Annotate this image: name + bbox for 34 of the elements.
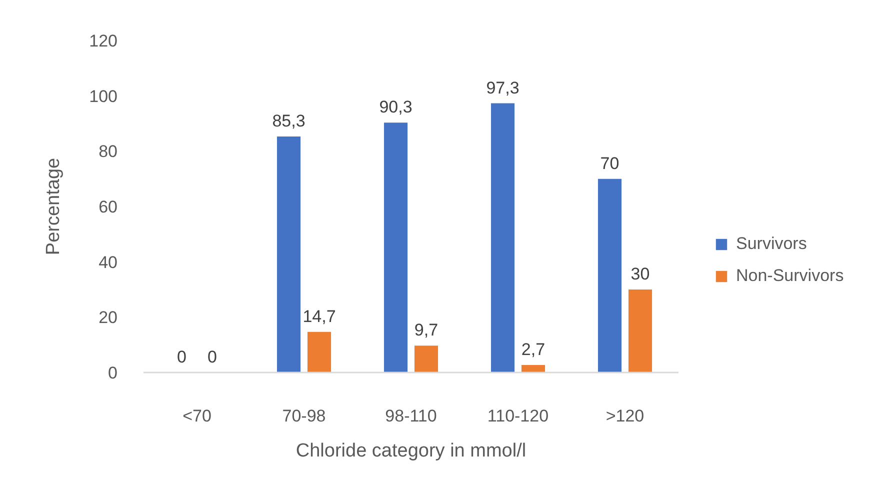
y-tick-label: 120 (89, 32, 118, 50)
data-label: 0 (208, 348, 217, 366)
data-label: 97,3 (486, 78, 520, 98)
y-tick-label: 20 (98, 308, 118, 328)
bar (521, 365, 546, 372)
y-tick-label: 80 (98, 142, 118, 162)
data-label: 30 (630, 264, 650, 284)
x-tick-label: 70-98 (282, 406, 326, 426)
bar (384, 122, 408, 372)
data-label: 0 (177, 348, 186, 366)
x-tick-label: <70 (182, 406, 212, 426)
legend-label: Survivors (736, 234, 807, 254)
y-tick-label: 100 (89, 86, 118, 106)
data-label: 9,7 (414, 320, 438, 340)
x-axis-title: Chloride category in mmol/l (296, 440, 526, 462)
bar (628, 290, 652, 372)
y-tick-label: 60 (98, 198, 118, 216)
bar (276, 136, 301, 372)
y-tick-label: 0 (108, 364, 118, 382)
data-label: 70 (600, 154, 620, 173)
x-tick-label: >120 (606, 406, 644, 426)
legend-label: Non-Survivors (736, 266, 844, 286)
data-label: 85,3 (272, 112, 306, 131)
bar (414, 346, 438, 372)
bar (490, 103, 515, 372)
data-label: 90,3 (379, 98, 412, 117)
data-label: 2,7 (521, 340, 546, 360)
y-tick-label: 40 (98, 252, 118, 272)
x-tick-label: 110-120 (487, 406, 549, 426)
bar (598, 178, 622, 372)
data-label: 14,7 (302, 306, 336, 326)
y-axis-title: Percentage (43, 158, 64, 256)
bar (307, 332, 332, 372)
x-tick-label: 98-110 (385, 406, 437, 426)
